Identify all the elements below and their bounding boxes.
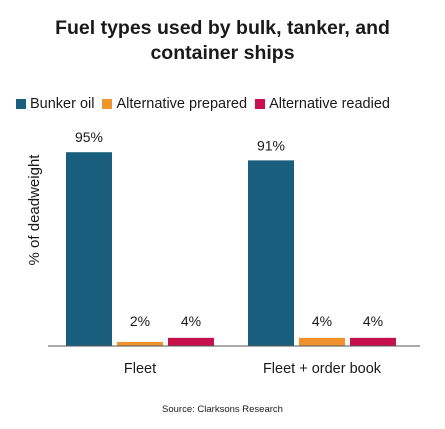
source-note: Source: Clarksons Research	[162, 404, 283, 415]
legend-item-alternative-prepared: Alternative prepared	[102, 96, 247, 112]
legend: Bunker oil Alternative prepared Alternat…	[16, 96, 441, 112]
legend-swatch-alternative-prepared	[102, 99, 113, 109]
data-label-bunker-oil-fleet-order-book: 91%	[257, 137, 285, 153]
data-label-alternative-prepared-fleet: 2%	[130, 313, 150, 329]
legend-swatch-bunker-oil	[16, 99, 26, 109]
data-label-alternative-readied-fleet: 4%	[181, 313, 201, 329]
chart-title-line-2: container ships	[150, 42, 295, 64]
bar-bunker-oil-fleet-order-book	[248, 160, 294, 346]
bars-layer: 95% 2% 4% 91% 4% 4%	[66, 129, 396, 346]
bar-alternative-prepared-fleet-order-book	[299, 337, 345, 346]
data-label-alternative-prepared-fleet-order-book: 4%	[312, 313, 332, 329]
bar-alternative-readied-fleet	[168, 337, 214, 346]
legend-item-bunker-oil: Bunker oil	[16, 96, 94, 112]
x-tick-labels: Fleet Fleet + order book	[124, 361, 382, 377]
data-label-bunker-oil-fleet: 95%	[75, 129, 103, 145]
legend-label-bunker-oil: Bunker oil	[30, 96, 95, 112]
chart-title: Fuel types used by bulk, tanker, and con…	[0, 16, 445, 66]
legend-swatch-alternative-readied	[255, 99, 266, 109]
legend-item-alternative-readied: Alternative readied	[255, 96, 390, 112]
y-axis-label: % of deadweight	[26, 154, 43, 266]
x-tick-label-fleet: Fleet	[124, 361, 156, 377]
data-label-alternative-readied-fleet-order-book: 4%	[363, 313, 383, 329]
legend-label-alternative-prepared: Alternative prepared	[116, 96, 248, 112]
bar-alternative-readied-fleet-order-book	[350, 337, 396, 346]
bar-alternative-prepared-fleet	[117, 341, 163, 346]
x-tick-label-fleet-order-book: Fleet + order book	[263, 361, 382, 377]
chart-title-line-1: Fuel types used by bulk, tanker, and	[55, 17, 390, 39]
legend-label-alternative-readied: Alternative readied	[269, 96, 390, 112]
bar-bunker-oil-fleet	[66, 152, 112, 346]
